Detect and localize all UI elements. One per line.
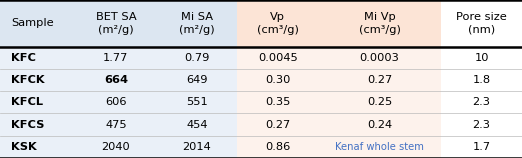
Text: BET SA
(m²/g): BET SA (m²/g) <box>96 12 136 34</box>
Text: 0.25: 0.25 <box>367 97 392 107</box>
Bar <box>441 113 522 136</box>
Bar <box>75 136 156 158</box>
Text: 551: 551 <box>186 97 208 107</box>
Bar <box>318 113 441 136</box>
Bar <box>0 0 75 47</box>
Bar <box>75 91 156 113</box>
Text: Sample: Sample <box>11 18 54 28</box>
Bar <box>318 136 441 158</box>
Bar <box>156 136 238 158</box>
Text: 0.79: 0.79 <box>184 53 209 63</box>
Text: 649: 649 <box>186 75 208 85</box>
Text: KFCL: KFCL <box>11 97 43 107</box>
Bar <box>75 0 156 47</box>
Bar <box>156 47 238 69</box>
Bar <box>75 113 156 136</box>
Bar <box>238 136 318 158</box>
Text: KSK: KSK <box>11 142 37 152</box>
Text: 2.3: 2.3 <box>472 97 491 107</box>
Bar <box>238 0 318 47</box>
Text: 2040: 2040 <box>101 142 130 152</box>
Text: Pore size
(nm): Pore size (nm) <box>456 12 507 34</box>
Bar <box>0 47 75 69</box>
Text: 664: 664 <box>104 75 128 85</box>
Bar <box>318 69 441 91</box>
Text: KFC: KFC <box>11 53 36 63</box>
Bar <box>156 0 238 47</box>
Text: Mi SA
(m²/g): Mi SA (m²/g) <box>179 12 215 34</box>
Text: 1.7: 1.7 <box>472 142 491 152</box>
Bar <box>75 47 156 69</box>
Bar <box>0 113 75 136</box>
Bar <box>156 113 238 136</box>
Bar <box>75 69 156 91</box>
Bar <box>0 136 75 158</box>
Text: 475: 475 <box>105 120 127 130</box>
Text: 0.0045: 0.0045 <box>258 53 298 63</box>
Text: Kenaf whole stem: Kenaf whole stem <box>335 142 424 152</box>
Bar <box>441 69 522 91</box>
Bar <box>441 0 522 47</box>
Text: KFCK: KFCK <box>11 75 45 85</box>
Bar <box>238 69 318 91</box>
Bar <box>156 69 238 91</box>
Bar <box>0 91 75 113</box>
Text: 1.77: 1.77 <box>103 53 128 63</box>
Bar <box>318 91 441 113</box>
Bar <box>238 47 318 69</box>
Text: 0.27: 0.27 <box>367 75 392 85</box>
Text: KFCS: KFCS <box>11 120 45 130</box>
Bar <box>156 91 238 113</box>
Bar <box>318 0 441 47</box>
Text: 1.8: 1.8 <box>472 75 491 85</box>
Bar <box>441 47 522 69</box>
Text: 0.30: 0.30 <box>265 75 290 85</box>
Bar <box>0 69 75 91</box>
Text: 2.3: 2.3 <box>472 120 491 130</box>
Text: 0.0003: 0.0003 <box>360 53 399 63</box>
Bar <box>441 136 522 158</box>
Bar <box>238 113 318 136</box>
Text: 454: 454 <box>186 120 208 130</box>
Text: 606: 606 <box>105 97 127 107</box>
Text: 10: 10 <box>474 53 489 63</box>
Text: 0.35: 0.35 <box>265 97 290 107</box>
Text: 0.24: 0.24 <box>367 120 392 130</box>
Text: 0.86: 0.86 <box>265 142 290 152</box>
Text: Mi Vp
(cm³/g): Mi Vp (cm³/g) <box>359 12 400 34</box>
Text: 0.27: 0.27 <box>265 120 290 130</box>
Bar <box>441 91 522 113</box>
Text: 2014: 2014 <box>182 142 211 152</box>
Bar <box>318 47 441 69</box>
Text: Vp
(cm³/g): Vp (cm³/g) <box>257 12 299 34</box>
Bar <box>238 91 318 113</box>
